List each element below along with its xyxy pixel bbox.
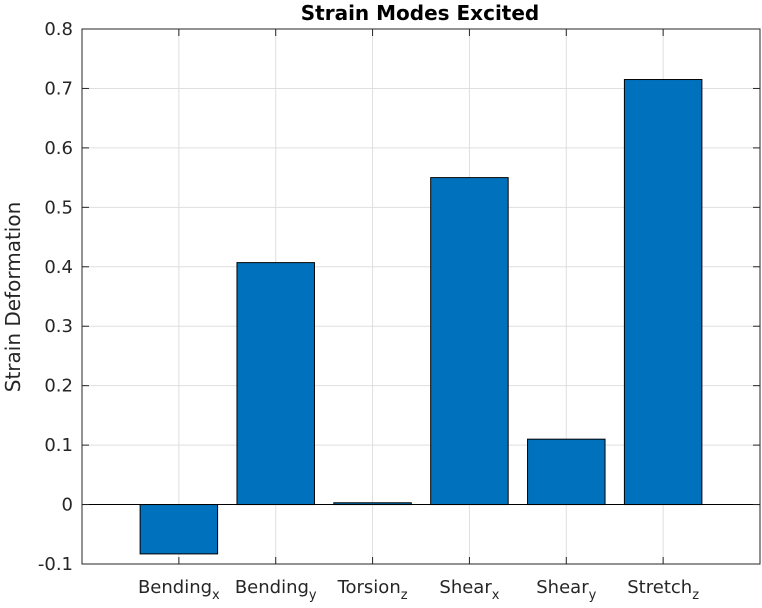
bar xyxy=(430,177,509,506)
y-tick-label: -0.1 xyxy=(38,554,73,575)
x-tick-label: Sheary xyxy=(536,577,596,603)
bar xyxy=(139,504,219,555)
x-tick-label: Torsionz xyxy=(337,577,408,603)
y-tick-label: 0.1 xyxy=(44,435,73,456)
axes xyxy=(81,28,761,565)
y-tick-label: 0.4 xyxy=(44,257,73,278)
y-tick-label: 0.8 xyxy=(44,19,73,40)
x-tick-label: Bendingx xyxy=(138,577,220,603)
y-tick-label: 0.2 xyxy=(44,376,73,397)
y-tick-label: 0.5 xyxy=(44,197,73,218)
y-tick-label: 0.6 xyxy=(44,138,73,159)
bar xyxy=(236,262,315,506)
y-tick-label: 0.3 xyxy=(44,316,73,337)
x-tick-label: Stretchz xyxy=(627,577,699,603)
axes-box xyxy=(81,28,761,565)
x-tick-label: Bendingy xyxy=(235,577,317,603)
bar xyxy=(623,79,703,506)
x-tick-label: Shearx xyxy=(439,577,499,603)
y-axis-label: Strain Deformation xyxy=(1,202,25,393)
y-tick-label: 0.7 xyxy=(44,78,73,99)
chart-title: Strain Modes Excited xyxy=(301,1,540,25)
y-tick-label: 0 xyxy=(62,495,73,516)
y-ticks: -0.1 0 0.1 0.2 0.3 0.4 0.5 0.6 0.7 0.8 xyxy=(38,19,760,575)
bar xyxy=(527,438,606,506)
x-ticks: Bendingx Bendingy Torsionz Shearx Sheary Stre… xyxy=(138,29,699,603)
bars xyxy=(139,79,703,555)
